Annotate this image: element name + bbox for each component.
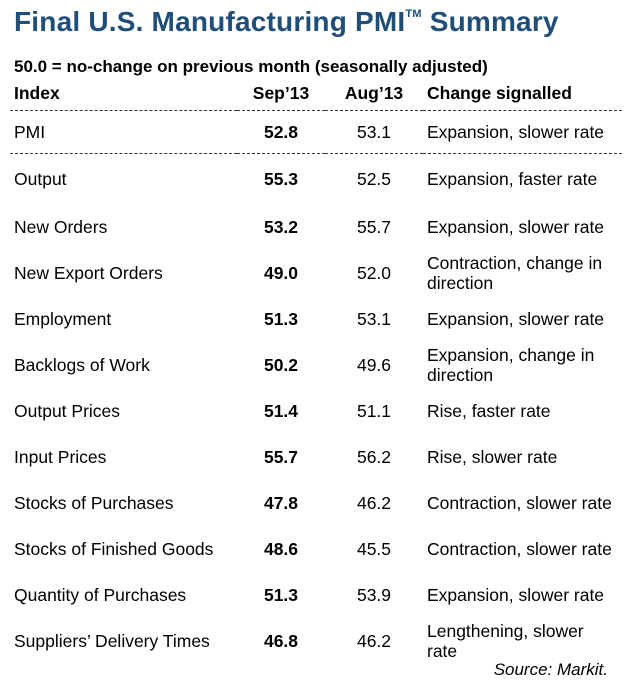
cell-sep13: 53.2 xyxy=(263,217,299,237)
cell-aug13: 49.6 xyxy=(356,355,392,375)
header-sep13: Sep’13 xyxy=(237,79,325,111)
cell-change: Contraction, change in direction xyxy=(427,253,603,293)
cell-sep13: 51.3 xyxy=(263,585,299,605)
cell-change: Lengthening, slower rate xyxy=(427,621,584,661)
cell-index: PMI xyxy=(10,110,237,154)
cell-aug13: 52.0 xyxy=(356,263,392,283)
cell-index: New Orders xyxy=(14,217,108,237)
cell-index: New Export Orders xyxy=(14,263,163,283)
trademark-mark: TM xyxy=(405,8,422,20)
cell-sep13: 55.7 xyxy=(263,447,299,467)
cell-index: Employment xyxy=(14,309,112,329)
source-note: Source: Markit. xyxy=(493,660,608,679)
cell-index: Output xyxy=(14,169,67,189)
cell-index: Backlogs of Work xyxy=(14,355,150,375)
cell-change: Contraction, slower rate xyxy=(427,539,612,559)
cell-change: Expansion, slower rate xyxy=(427,585,605,605)
table-row: Suppliers’ Delivery Times 46.8 46.2 Lengthe… xyxy=(10,618,622,664)
cell-aug13: 53.1 xyxy=(356,309,392,329)
table-row: New Orders 53.2 55.7 Expansion, slower rate xyxy=(10,204,622,250)
cell-sep13: 52.8 xyxy=(237,110,325,154)
cell-index: Output Prices xyxy=(14,401,121,421)
cell-aug13: 46.2 xyxy=(356,631,392,651)
cell-change: Contraction, slower rate xyxy=(427,493,612,513)
cell-sep13: 48.6 xyxy=(263,539,299,559)
table-row: New Export Orders 49.0 52.0 Contraction, ch… xyxy=(10,250,622,296)
cell-aug13: 46.2 xyxy=(356,493,392,513)
cell-sep13: 51.3 xyxy=(263,309,299,329)
cell-index: Input Prices xyxy=(14,447,107,467)
cell-aug13: 45.5 xyxy=(356,539,392,559)
title-text: Final U.S. Manufacturing PMI xyxy=(14,6,406,37)
table-row: Employment 51.3 53.1 Expansion, slower rate xyxy=(10,296,622,342)
chart-title: Final U.S. Manufacturing PMITM Summary xyxy=(14,6,559,38)
header-index: Index xyxy=(10,79,237,111)
cell-change: Rise, slower rate xyxy=(427,447,558,467)
cell-index: Stocks of Purchases xyxy=(14,493,174,513)
header-row: Index Sep’13 Aug’13 Change signalled xyxy=(10,79,622,111)
cell-aug13: 56.2 xyxy=(356,447,392,467)
table-row: Output Prices 51.4 51.1 Rise, faster rate xyxy=(10,388,622,434)
cell-sep13: 50.2 xyxy=(263,355,299,375)
header-change: Change signalled xyxy=(423,79,622,111)
cell-sep13: 46.8 xyxy=(263,631,299,651)
cell-index: Stocks of Finished Goods xyxy=(14,539,214,559)
cell-aug13: 51.1 xyxy=(356,401,392,421)
table-row: Output 55.3 52.5 Expansion, faster rate xyxy=(10,154,622,205)
cell-change: Rise, faster rate xyxy=(427,401,551,421)
cell-change: Expansion, slower rate xyxy=(427,309,605,329)
cell-aug13: 53.9 xyxy=(356,585,392,605)
cell-change: Expansion, change in direction xyxy=(427,345,595,385)
table-row: Stocks of Purchases 47.8 46.2 Contraction, … xyxy=(10,480,622,526)
cell-aug13: 55.7 xyxy=(356,217,392,237)
pmi-summary-table: Index Sep’13 Aug’13 Change signalled PMI… xyxy=(10,79,622,664)
cell-index: Suppliers’ Delivery Times xyxy=(14,631,210,651)
table-body: PMI 52.8 53.1 Expansion, slower rate Output 5… xyxy=(10,110,622,665)
cell-index: Quantity of Purchases xyxy=(14,585,187,605)
table-row: PMI 52.8 53.1 Expansion, slower rate xyxy=(10,110,622,154)
cell-aug13: 52.5 xyxy=(356,169,392,189)
chart-subtitle: 50.0 = no-change on previous month (seas… xyxy=(14,57,488,76)
table-row: Input Prices 55.7 56.2 Rise, slower rate xyxy=(10,434,622,480)
cell-change: Expansion, faster rate xyxy=(427,169,598,189)
cell-sep13: 55.3 xyxy=(263,169,299,189)
table-row: Stocks of Finished Goods 48.6 45.5 Contract… xyxy=(10,526,622,572)
header-aug13: Aug’13 xyxy=(325,79,423,111)
title-suffix: Summary xyxy=(429,6,559,37)
cell-aug13: 53.1 xyxy=(325,110,423,154)
cell-sep13: 47.8 xyxy=(263,493,299,513)
table-row: Quantity of Purchases 51.3 53.9 Expansion, … xyxy=(10,572,622,618)
cell-change: Expansion, slower rate xyxy=(427,217,605,237)
cell-sep13: 51.4 xyxy=(263,401,299,421)
table-row: Backlogs of Work 50.2 49.6 Expansion, chang… xyxy=(10,342,622,388)
cell-change: Expansion, slower rate xyxy=(423,110,622,154)
cell-sep13: 49.0 xyxy=(263,263,299,283)
